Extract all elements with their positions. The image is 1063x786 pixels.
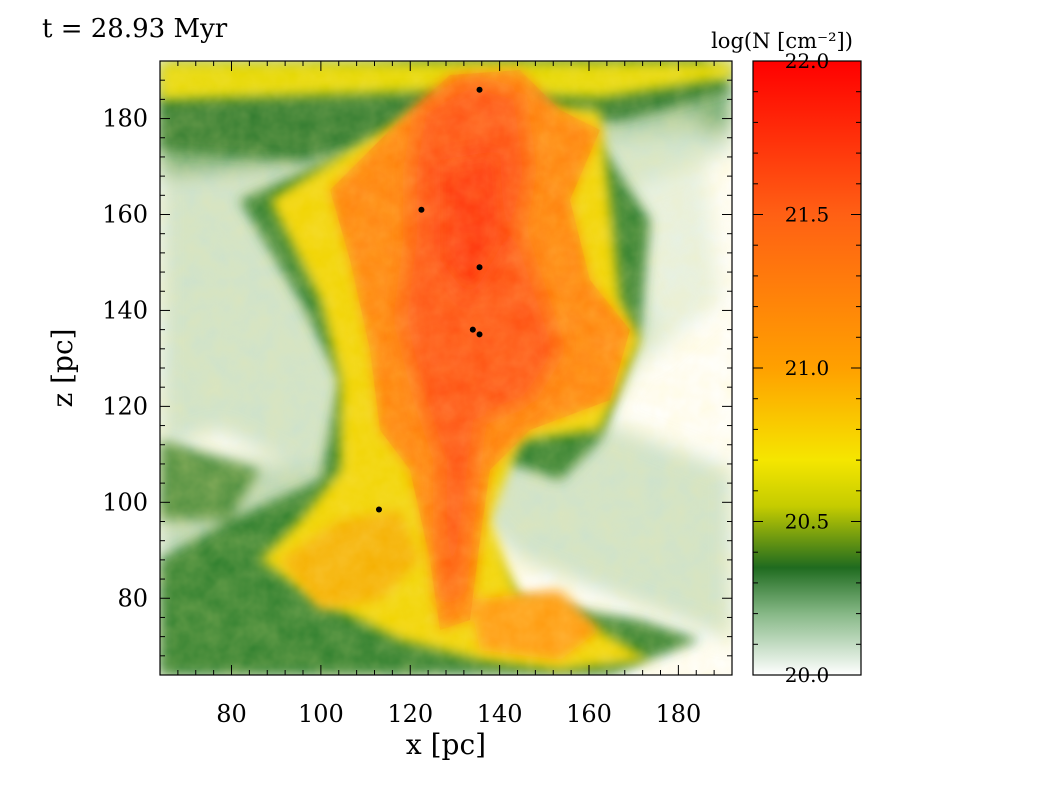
colorbar-tick-label: 20.0	[785, 663, 830, 687]
y-tick-label: 100	[102, 488, 148, 516]
y-axis-label: z [pc]	[46, 328, 79, 407]
x-axis-label: x [pc]	[406, 728, 486, 761]
x-tick-label: 180	[655, 700, 701, 728]
sink-particle	[476, 331, 483, 338]
colorbar-label: log(N [cm⁻²])	[711, 29, 853, 53]
colorbar-tick-label: 22.0	[785, 49, 830, 73]
y-tick-label: 160	[102, 201, 148, 229]
y-tick-label: 140	[102, 296, 148, 324]
x-tick-label: 80	[216, 700, 247, 728]
colorbar-tick-label: 21.5	[785, 203, 830, 227]
figure-title: t = 28.93 Myr	[42, 14, 228, 44]
y-tick-label: 80	[117, 584, 148, 612]
colorbar-tick-label: 20.5	[785, 510, 830, 534]
x-tick-label: 160	[566, 700, 612, 728]
x-tick-label: 120	[387, 700, 433, 728]
colorbar-ticks: 20.0 20.5 21.0 21.5 22.0	[753, 49, 861, 687]
y-tick-label: 120	[102, 392, 148, 420]
x-axis: 80 100 120 140 160 180	[159, 61, 733, 728]
colorbar-tick-label: 21.0	[785, 356, 830, 380]
sink-particles	[375, 86, 483, 513]
colorbar	[752, 60, 862, 676]
sink-particle	[418, 206, 425, 213]
x-tick-label: 100	[298, 700, 344, 728]
y-axis: 80 100 120 140 160 180	[102, 60, 732, 676]
sink-particle	[469, 326, 476, 333]
sink-particle	[476, 264, 483, 271]
sink-particle	[476, 86, 483, 93]
y-tick-label: 180	[102, 105, 148, 133]
sink-particle	[375, 506, 382, 513]
density-map	[160, 61, 732, 675]
x-tick-label: 140	[477, 700, 523, 728]
